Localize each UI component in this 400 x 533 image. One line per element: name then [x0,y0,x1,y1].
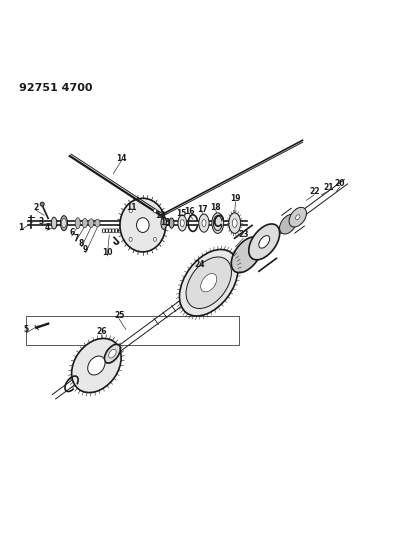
Text: 20: 20 [335,179,345,188]
Ellipse shape [186,257,232,309]
Text: 21: 21 [324,183,334,192]
Ellipse shape [129,237,132,241]
Ellipse shape [104,344,120,363]
Ellipse shape [62,219,66,228]
Ellipse shape [199,214,209,232]
Ellipse shape [202,220,206,227]
Text: 18: 18 [210,203,221,212]
Ellipse shape [95,219,100,227]
Ellipse shape [72,338,121,393]
Ellipse shape [136,217,149,232]
Text: 4: 4 [44,223,50,231]
Text: 16: 16 [184,207,194,216]
Text: 13: 13 [160,218,170,227]
Ellipse shape [249,224,280,260]
Ellipse shape [109,349,116,358]
Ellipse shape [60,216,68,231]
Text: 8: 8 [79,239,84,248]
Ellipse shape [232,219,237,228]
Text: 19: 19 [230,194,241,203]
Ellipse shape [153,237,156,241]
Ellipse shape [153,209,156,213]
Ellipse shape [259,236,270,248]
Text: 3: 3 [39,216,44,225]
Ellipse shape [88,219,94,228]
Text: 25: 25 [114,311,124,320]
Text: 26: 26 [96,327,107,336]
Text: 9: 9 [83,245,88,254]
Text: 11: 11 [126,203,136,212]
Ellipse shape [231,237,262,273]
Text: 14: 14 [116,154,126,163]
Ellipse shape [178,215,186,231]
Ellipse shape [296,215,300,220]
Text: 15: 15 [176,209,186,218]
Ellipse shape [120,198,166,252]
Text: 17: 17 [197,205,207,214]
Ellipse shape [289,207,306,227]
Text: 1: 1 [18,223,23,231]
Text: 10: 10 [102,248,112,257]
Ellipse shape [161,217,166,229]
Text: 24: 24 [195,260,205,269]
Text: 92751 4700: 92751 4700 [18,83,92,93]
Ellipse shape [180,220,184,227]
Ellipse shape [75,217,80,229]
Ellipse shape [51,217,57,229]
Ellipse shape [180,249,238,316]
Ellipse shape [40,202,44,206]
Text: 22: 22 [309,187,320,196]
Text: 2: 2 [34,203,39,212]
Text: 5: 5 [24,325,29,334]
Text: 7: 7 [73,233,78,243]
Ellipse shape [82,219,87,228]
Ellipse shape [129,209,132,213]
Ellipse shape [169,218,174,228]
Text: 6: 6 [69,229,74,238]
Ellipse shape [212,213,224,233]
Ellipse shape [280,214,297,234]
Text: 23: 23 [238,230,249,239]
Ellipse shape [88,356,105,375]
Ellipse shape [201,273,217,292]
Ellipse shape [229,213,241,233]
Text: 12: 12 [155,211,166,220]
